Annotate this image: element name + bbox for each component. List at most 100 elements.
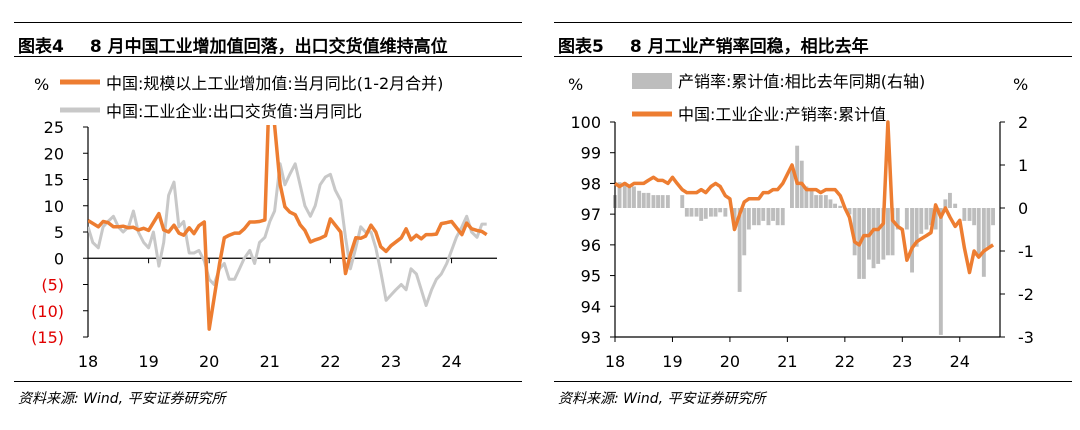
y-left-tick-label: 95: [581, 267, 601, 286]
y-right-tick-label: 0: [1018, 199, 1028, 218]
bar-sales-ratio-yoy: [833, 203, 837, 208]
legend-label-sales-ratio-yoy-bars: 产销率:累计值:相比去年同期(右轴): [678, 72, 925, 91]
legend-label-sales-ratio-line: 中国:工业企业:产销率:累计值: [678, 105, 886, 124]
bar-sales-ratio-yoy: [976, 208, 981, 256]
y-right-tick-label: 1: [1018, 156, 1028, 175]
y-right-tick-label: 2: [1018, 113, 1028, 132]
header-top-rule: [554, 22, 1072, 23]
y-left-tick-label: 94: [581, 297, 601, 316]
bar-sales-ratio-yoy: [665, 195, 670, 208]
bar-sales-ratio-yoy: [823, 195, 828, 208]
bar-sales-ratio-yoy: [871, 208, 876, 269]
bar-sales-ratio-yoy: [660, 195, 665, 208]
y-left-tick-label: 93: [581, 328, 601, 347]
bar-sales-ratio-yoy: [752, 208, 756, 226]
bar-sales-ratio-yoy: [881, 208, 886, 260]
bar-sales-ratio-yoy: [756, 208, 761, 226]
bar-sales-ratio-yoy: [646, 192, 651, 208]
x-tick-label: 24: [950, 352, 970, 371]
y-tick-label: (10): [31, 302, 64, 321]
bar-sales-ratio-yoy: [617, 182, 622, 208]
bar-sales-ratio-yoy: [699, 208, 704, 221]
y-right-unit-label: %: [1013, 75, 1028, 94]
y-tick-label: 25: [44, 118, 64, 137]
x-tick-label: 20: [720, 352, 740, 371]
bar-sales-ratio-yoy: [651, 195, 656, 208]
bar-sales-ratio-yoy: [876, 208, 881, 264]
y-tick-label: 5: [54, 223, 64, 242]
legend-swatch-sales-ratio-yoy-bars: [632, 73, 672, 89]
bar-sales-ratio-yoy: [852, 208, 857, 256]
bar-sales-ratio-yoy: [991, 208, 995, 226]
series-line-industrial-value-added: [88, 125, 488, 331]
y-left-tick-label: 96: [581, 236, 601, 255]
bar-sales-ratio-yoy: [780, 208, 785, 226]
bar-sales-ratio-yoy: [637, 190, 642, 208]
y-left-tick-label: 98: [581, 174, 601, 193]
bar-sales-ratio-yoy: [689, 208, 694, 217]
source-note: 资料来源: Wind, 平安证券研究所: [558, 391, 766, 407]
y-tick-label: 0: [54, 249, 64, 268]
x-tick-label: 22: [835, 352, 855, 371]
y-tick-label: 20: [44, 144, 64, 163]
bar-sales-ratio-yoy: [924, 208, 929, 230]
bar-sales-ratio-yoy: [656, 195, 660, 208]
bar-sales-ratio-yoy: [680, 195, 685, 208]
x-tick-label: 23: [381, 352, 401, 371]
bar-sales-ratio-yoy: [938, 208, 943, 335]
bar-sales-ratio-yoy: [703, 208, 708, 219]
bar-sales-ratio-yoy: [890, 208, 895, 256]
legend-label-export-delivery-value: 中国:工业企业:出口交货值:当月同比: [106, 102, 362, 121]
bar-sales-ratio-yoy: [895, 208, 900, 230]
x-tick-label: 24: [441, 352, 461, 371]
bar-sales-ratio-yoy: [972, 208, 977, 226]
bar-sales-ratio-yoy: [709, 208, 713, 217]
bar-sales-ratio-yoy: [771, 208, 775, 221]
bar-sales-ratio-yoy: [953, 203, 958, 208]
bar-sales-ratio-yoy: [790, 165, 794, 208]
bar-sales-ratio-yoy: [948, 192, 952, 208]
bar-sales-ratio-yoy: [809, 190, 814, 208]
bar-sales-ratio-yoy: [981, 208, 986, 277]
series-line-export-delivery-value: [88, 162, 487, 307]
x-tick-label: 21: [260, 352, 280, 371]
bar-line-chart-sales-ratio: 产销率:累计值:相比去年同期(右轴) 中国:工业企业:产销率:累计值 % % 1…: [568, 72, 1034, 371]
bar-sales-ratio-yoy: [804, 186, 809, 208]
footer-rule: [554, 381, 1072, 382]
bar-sales-ratio-yoy: [718, 208, 723, 213]
chart-panel-industrial-output: 图表4 8 月中国工业增加值回落，出口交货值维持高位 中国:规模以上工业增加值:当…: [0, 0, 530, 430]
x-tick-label: 23: [892, 352, 912, 371]
y-left-tick-label: 97: [581, 205, 601, 224]
bar-sales-ratio-yoy: [818, 195, 823, 208]
y-left-tick-label: 100: [570, 113, 601, 132]
bar-sales-ratio-yoy: [627, 186, 632, 208]
bar-sales-ratio-yoy: [838, 205, 843, 208]
bar-sales-ratio-yoy: [847, 208, 852, 215]
bar-sales-ratio-yoy: [684, 208, 689, 217]
y-tick-label: 15: [44, 171, 64, 190]
figure-title: 图表5 8 月工业产销率回稳，相比去年: [558, 32, 869, 57]
y-right-tick-label: -2: [1018, 285, 1034, 304]
y-unit-label: %: [34, 75, 49, 94]
bar-sales-ratio-yoy: [933, 208, 938, 230]
bar-sales-ratio-yoy: [632, 186, 636, 208]
x-tick-label: 22: [320, 352, 340, 371]
bar-sales-ratio-yoy: [742, 208, 747, 256]
bar-sales-ratio-yoy: [775, 208, 780, 226]
bar-sales-ratio-yoy: [886, 208, 890, 256]
x-tick-label: 19: [662, 352, 682, 371]
y-left-tick-label: 99: [581, 144, 601, 163]
bar-sales-ratio-yoy: [910, 208, 914, 273]
header-bottom-rule: [554, 56, 1072, 57]
source-note: 资料来源: Wind, 平安证券研究所: [18, 391, 226, 407]
bar-sales-ratio-yoy: [967, 208, 972, 221]
bar-sales-ratio-yoy: [943, 199, 948, 208]
bar-sales-ratio-yoy: [761, 208, 766, 221]
y-right-tick-label: -1: [1018, 242, 1034, 261]
legend-label-industrial-value-added: 中国:规模以上工业增加值:当月同比(1-2月合并): [106, 74, 443, 93]
y-tick-label: 10: [44, 197, 64, 216]
figure-label: 图表5: [558, 37, 604, 57]
bar-sales-ratio-yoy: [914, 208, 919, 247]
bar-sales-ratio-yoy: [713, 208, 718, 217]
x-tick-label: 21: [777, 352, 797, 371]
